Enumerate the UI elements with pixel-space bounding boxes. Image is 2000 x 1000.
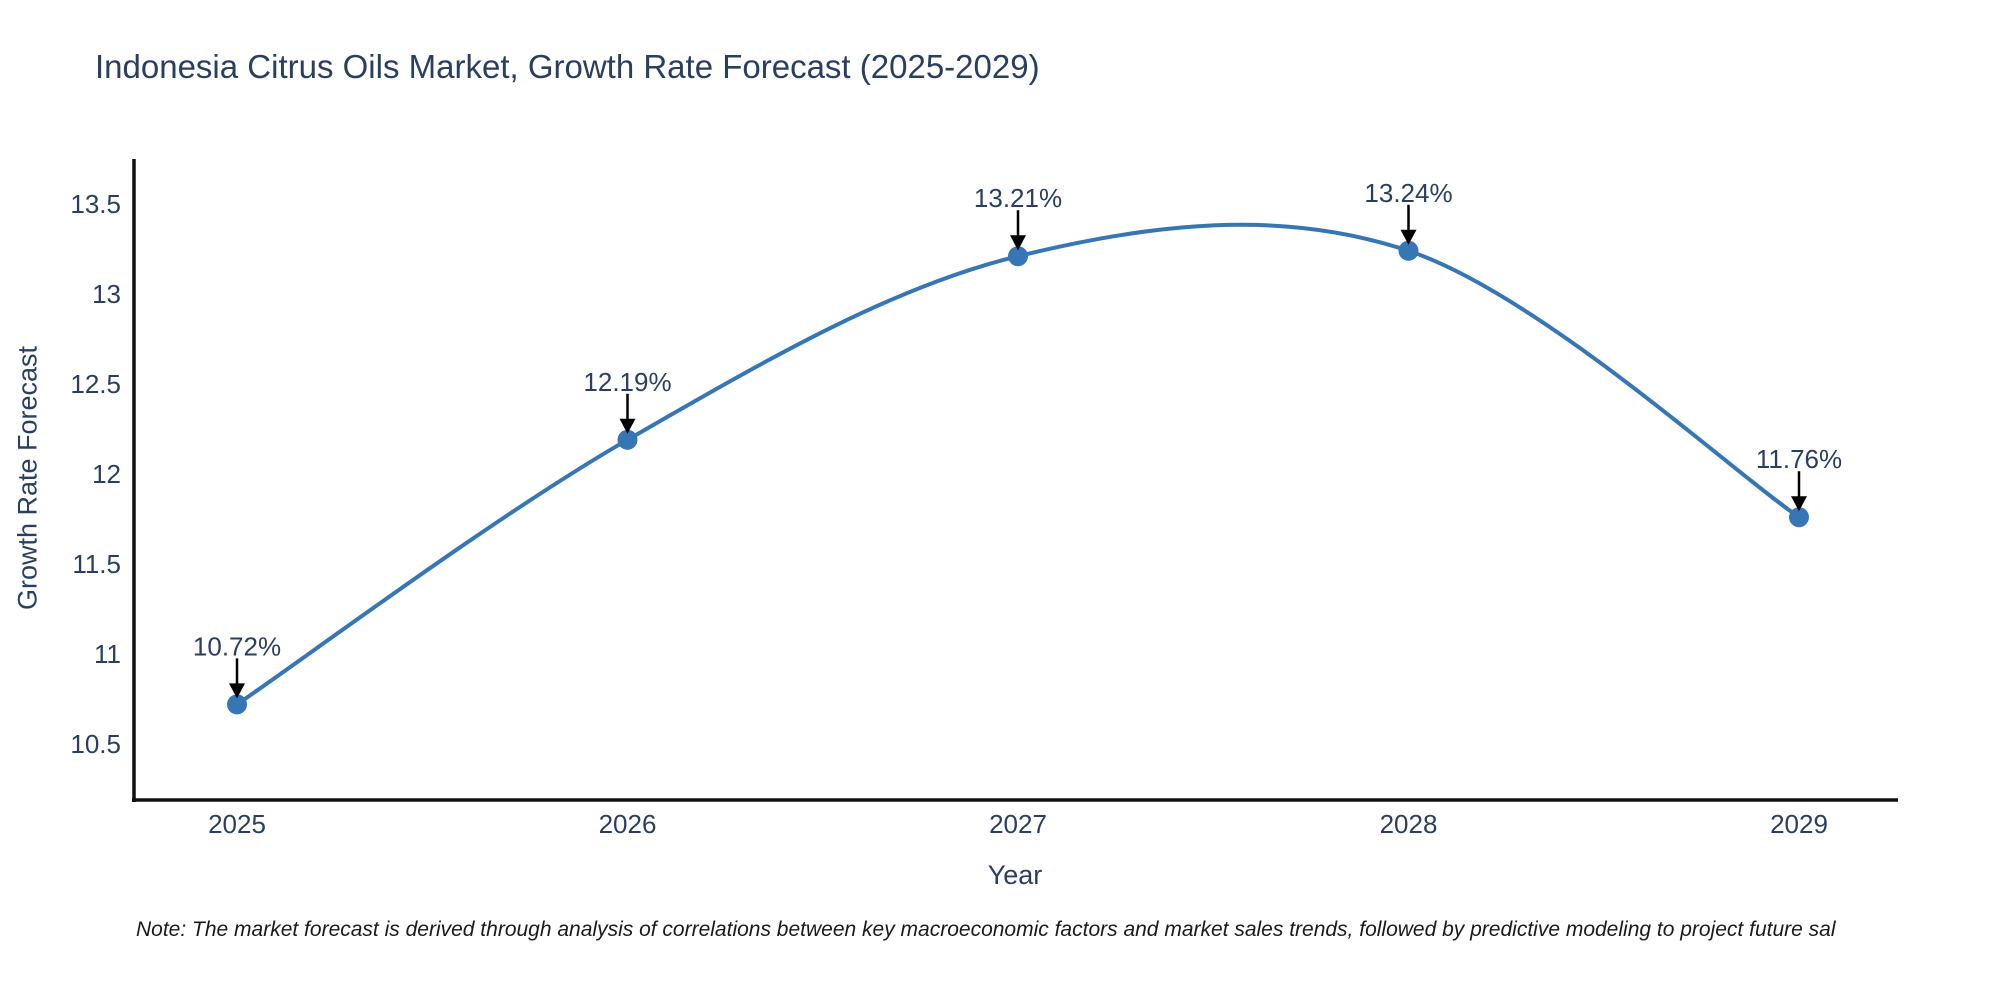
y-tick-label: 13.5 — [70, 189, 121, 219]
annotation-arrowhead-icon — [1400, 229, 1417, 245]
y-tick-label: 10.5 — [70, 729, 121, 759]
trend-line — [235, 222, 1801, 707]
annotation-arrowhead-icon — [619, 418, 636, 434]
x-tick-label: 2029 — [1770, 809, 1828, 839]
chart-footnote: Note: The market forecast is derived thr… — [136, 918, 1836, 941]
data-point-marker[interactable] — [1789, 507, 1809, 528]
data-point-marker[interactable] — [1008, 246, 1028, 267]
x-axis-title: Year — [987, 860, 1043, 890]
data-point-label: 12.19% — [583, 367, 671, 397]
data-point-label: 10.72% — [193, 631, 281, 661]
x-tick-label: 2026 — [599, 809, 657, 839]
data-point-label: 13.21% — [974, 183, 1062, 213]
x-tick-label: 2028 — [1380, 809, 1438, 839]
y-tick-label: 11 — [94, 639, 121, 669]
data-point-label: 11.76% — [1756, 444, 1842, 474]
annotation-arrowhead-icon — [1010, 235, 1026, 251]
data-point-label: 13.24% — [1364, 178, 1452, 208]
annotation-arrowhead-icon — [1791, 496, 1807, 512]
y-tick-label: 12 — [92, 459, 121, 489]
y-tick-label: 12.5 — [70, 369, 121, 399]
x-tick-label: 2025 — [208, 809, 266, 839]
annotation-arrowhead-icon — [229, 683, 245, 699]
data-point-marker[interactable] — [1398, 240, 1419, 261]
y-tick-label: 13 — [92, 279, 121, 309]
data-point-marker[interactable] — [617, 429, 638, 450]
y-tick-label: 11.5 — [72, 549, 121, 579]
x-tick-label: 2027 — [989, 809, 1047, 839]
data-point-marker[interactable] — [227, 694, 247, 715]
chart-title: Indonesia Citrus Oils Market, Growth Rat… — [95, 48, 1040, 85]
